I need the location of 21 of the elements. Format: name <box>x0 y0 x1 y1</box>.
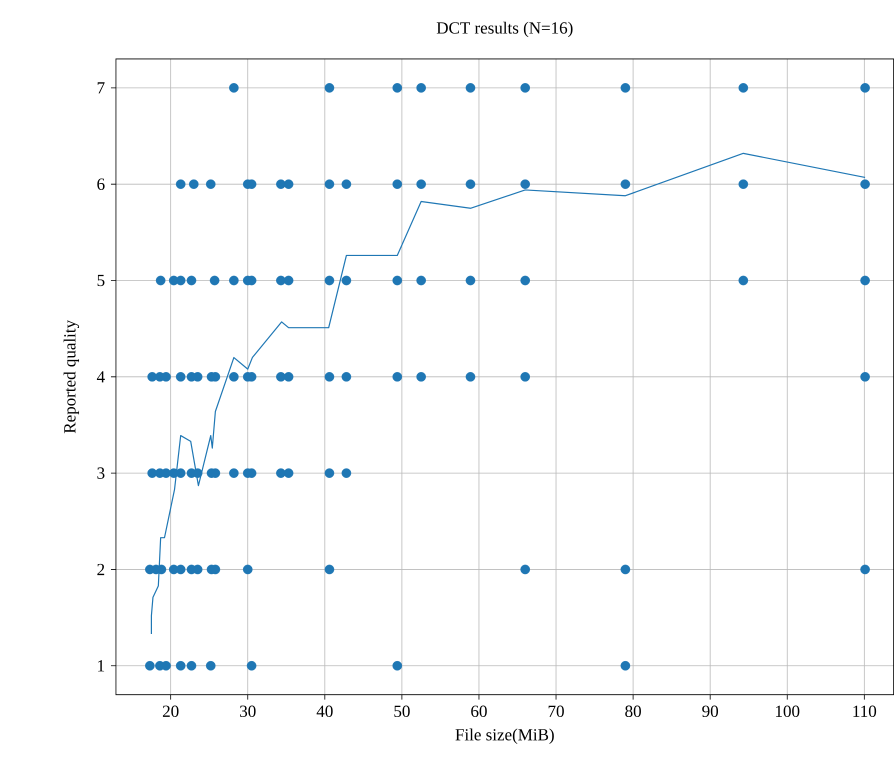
x-tick-label: 60 <box>471 706 487 718</box>
x-tick-label: 110 <box>853 706 876 718</box>
x-tick-label: 90 <box>702 706 718 718</box>
x-tick-label: 20 <box>162 706 179 718</box>
x-axis-title: File size(MiB) <box>455 728 554 744</box>
y-tick-label: 1 <box>98 660 104 672</box>
y-tick-label: 7 <box>98 82 105 94</box>
y-tick-label: 6 <box>97 178 105 190</box>
x-tick-label: 100 <box>776 706 800 718</box>
chart-title: DCT results (N=16) <box>436 22 573 38</box>
y-tick-label: 3 <box>97 468 104 480</box>
x-tick-label: 40 <box>316 706 333 718</box>
y-axis-title: Reported quality <box>64 320 80 434</box>
y-tick-label: 2 <box>97 564 104 576</box>
x-tick-label: 50 <box>394 706 410 718</box>
y-tick-label: 4 <box>96 371 105 383</box>
x-tick-label: 30 <box>240 706 256 718</box>
x-tick-label: 70 <box>548 706 564 718</box>
line-series <box>150 152 866 635</box>
x-tick-label: 80 <box>625 706 641 718</box>
y-tick-label: 5 <box>98 275 104 286</box>
